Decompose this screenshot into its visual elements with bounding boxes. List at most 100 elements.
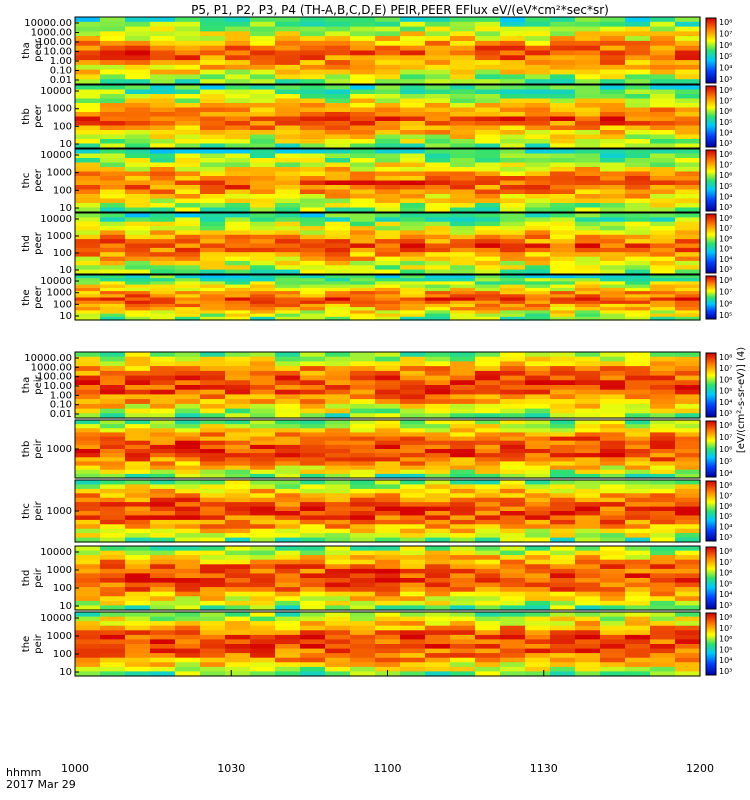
spectrogram-cell [275,98,301,104]
spectrogram-cell [150,40,176,47]
spectrogram-cell [575,316,601,321]
spectrogram-cell [150,473,176,479]
spectrogram-cell [250,493,276,499]
spectrogram-cell [475,352,501,358]
spectrogram-cell [275,221,301,227]
spectrogram-cell [450,648,476,654]
spectrogram-cell [75,524,101,530]
spectrogram-cell [325,189,351,195]
spectrogram-cell [675,239,701,245]
spectrogram-cell [575,644,601,650]
spectrogram-cell [100,519,126,525]
spectrogram-cell [150,394,176,400]
panel-probe-label: the [21,636,32,652]
spectrogram-cell [150,573,176,579]
spectrogram-cell [150,74,176,80]
spectrogram-cell [425,176,451,182]
spectrogram-cell [500,370,526,377]
spectrogram-cell [125,167,151,173]
spectrogram-cell [475,380,501,386]
spectrogram-cell [575,413,601,419]
spectrogram-cell [600,648,626,654]
spectrogram-cell [200,408,226,414]
spectrogram-cell [675,465,701,471]
spectrogram-cell [325,449,351,454]
spectrogram-cell [550,424,576,429]
spectrogram-cell [600,625,626,631]
spectrogram-cell [300,194,326,200]
spectrogram-cell [625,444,651,450]
spectrogram-cell [600,465,626,471]
spectrogram-cell [525,370,551,377]
colorbar-unit-label: [eV/(cm²-s-sr-eV)] (4) [736,347,747,453]
spectrogram-cell [175,158,201,164]
spectrogram-cell [200,366,226,372]
spectrogram-cell [250,385,276,391]
spectrogram-cell [550,469,576,475]
spectrogram-cell [125,449,151,454]
spectrogram-cell [500,424,526,429]
colorbar [705,275,717,320]
spectrogram-cell [475,444,501,450]
spectrogram-cell [350,465,376,471]
spectrogram-cell [75,107,101,113]
spectrogram-cell [525,40,551,47]
spectrogram-cell [100,511,126,516]
spectrogram-cell [250,55,276,61]
spectrogram-cell [575,484,601,490]
spectrogram-cell [275,564,301,570]
spectrogram-cell [125,502,151,508]
spectrogram-cell [175,310,201,315]
spectrogram-cell [275,316,301,321]
y-tick-label: 10000 [40,276,72,287]
spectrogram-cell [650,370,676,377]
spectrogram-cell [425,198,451,204]
spectrogram-cell [250,605,276,611]
spectrogram-cell [300,428,326,433]
spectrogram-cell [325,158,351,164]
spectrogram-cell [475,307,501,311]
spectrogram-cell [650,352,676,358]
spectrogram-cell [525,465,551,471]
spectrogram-cell [150,247,176,253]
spectrogram-cell [400,26,426,32]
x-tick-label: 1200 [686,762,714,775]
spectrogram-cell [325,436,351,442]
spectrogram-cell [150,26,176,32]
spectrogram-cell [650,60,676,66]
spectrogram-cell [200,74,226,80]
spectrogram-cell [325,440,351,446]
spectrogram-cell [650,294,676,299]
spectrogram-cell [500,648,526,654]
spectrogram-cell [350,316,376,321]
spectrogram-cell [550,366,576,372]
spectrogram-cell [325,657,351,663]
spectrogram-cell [150,469,176,475]
spectrogram-cell [125,352,151,358]
spectrogram-cell [450,130,476,136]
spectrogram-cell [400,352,426,358]
spectrogram-cell [225,94,251,100]
spectrogram-cell [100,662,126,668]
spectrogram-cell [675,247,701,253]
spectrogram-cell [300,139,326,145]
spectrogram-cell [600,149,626,155]
spectrogram-cell [425,533,451,539]
spectrogram-cell [200,420,226,425]
spectrogram-cell [250,453,276,458]
spectrogram-cell [575,143,601,149]
spectrogram-cell [325,291,351,295]
spectrogram-cell [650,502,676,508]
spectrogram-cell [125,408,151,414]
spectrogram-cell [400,528,426,534]
spectrogram-cell [500,217,526,223]
spectrogram-cell [300,55,326,61]
spectrogram-cell [650,287,676,292]
spectrogram-cell [150,537,176,543]
spectrogram-cell [350,112,376,118]
spectrogram-cell [325,524,351,530]
spectrogram-cell [250,269,276,275]
spectrogram-cell [200,515,226,521]
spectrogram-cell [225,275,251,279]
spectrogram-cell [475,21,501,28]
